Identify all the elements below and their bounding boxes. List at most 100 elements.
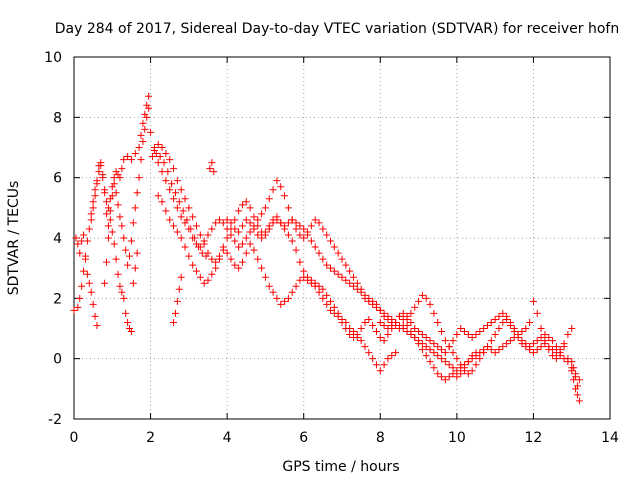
data-point xyxy=(238,240,246,248)
data-point xyxy=(327,297,335,305)
data-point xyxy=(114,270,122,278)
data-point xyxy=(426,300,434,308)
data-point xyxy=(533,337,541,345)
data-point xyxy=(491,315,499,323)
data-point xyxy=(441,349,449,357)
data-point xyxy=(426,346,434,354)
data-point xyxy=(265,282,273,290)
data-point xyxy=(108,228,116,236)
data-point xyxy=(560,343,568,351)
x-tick-label: 2 xyxy=(146,430,155,446)
data-point xyxy=(296,276,304,284)
data-point xyxy=(537,325,545,332)
data-point xyxy=(556,352,564,360)
data-point xyxy=(238,201,246,209)
data-point xyxy=(407,309,415,317)
data-point xyxy=(135,174,143,182)
data-point xyxy=(170,318,178,326)
data-point xyxy=(315,249,323,257)
data-point xyxy=(541,331,549,339)
data-point xyxy=(472,361,480,369)
data-point xyxy=(131,204,139,212)
data-point xyxy=(438,328,446,336)
data-point xyxy=(277,219,285,227)
data-point xyxy=(415,328,423,336)
data-point xyxy=(449,370,457,378)
data-point xyxy=(468,334,476,342)
data-point xyxy=(231,225,239,233)
data-point xyxy=(258,234,266,242)
data-point xyxy=(284,219,292,227)
data-point xyxy=(171,309,179,317)
x-axis-label: GPS time / hours xyxy=(282,459,399,475)
data-point xyxy=(468,355,476,363)
data-point xyxy=(212,258,220,266)
data-point xyxy=(250,246,258,254)
data-point xyxy=(468,367,476,375)
data-point xyxy=(300,267,308,275)
data-point xyxy=(361,343,369,351)
data-point xyxy=(418,291,426,299)
data-point xyxy=(457,364,465,372)
data-point xyxy=(441,376,449,384)
x-axis-tick-labels: 0 2 4 6 8 10 12 14 xyxy=(70,430,619,446)
data-point xyxy=(349,273,357,281)
data-point xyxy=(552,349,560,357)
data-point xyxy=(281,297,289,305)
data-point xyxy=(457,370,465,378)
data-point xyxy=(395,321,403,329)
data-point xyxy=(503,315,511,323)
data-point xyxy=(164,168,172,176)
data-point xyxy=(560,355,568,363)
data-point xyxy=(154,140,162,148)
data-point xyxy=(162,177,170,185)
y-tick-label: 8 xyxy=(53,110,62,126)
data-point xyxy=(407,331,415,339)
data-point xyxy=(384,331,392,339)
x-tick-label: 0 xyxy=(70,430,79,446)
data-point xyxy=(131,264,139,272)
data-point xyxy=(499,318,507,326)
data-point xyxy=(135,144,143,151)
data-point xyxy=(112,255,120,263)
data-point xyxy=(131,150,139,158)
data-point xyxy=(495,325,503,332)
data-point xyxy=(78,282,86,290)
data-point xyxy=(572,370,580,378)
data-point xyxy=(311,243,319,251)
data-point xyxy=(261,273,269,281)
data-point xyxy=(250,225,258,233)
data-point xyxy=(472,352,480,360)
data-point xyxy=(91,186,99,194)
data-point xyxy=(118,222,126,230)
data-point xyxy=(179,207,187,215)
data-point xyxy=(380,337,388,345)
data-point xyxy=(330,303,338,311)
y-axis-label: SDTVAR / TECUs xyxy=(6,181,22,296)
data-point xyxy=(330,243,338,251)
data-point xyxy=(499,343,507,351)
data-point xyxy=(177,234,185,242)
data-point xyxy=(89,198,97,206)
data-point xyxy=(87,288,95,296)
data-point xyxy=(116,213,124,221)
data-point xyxy=(227,255,235,263)
data-point xyxy=(258,210,266,218)
data-point xyxy=(311,216,319,224)
data-point xyxy=(438,355,446,363)
data-point xyxy=(380,321,388,329)
data-point xyxy=(191,234,199,242)
data-point xyxy=(506,337,514,345)
data-point xyxy=(80,267,88,275)
data-point xyxy=(361,294,369,302)
data-point xyxy=(342,261,350,269)
data-point xyxy=(315,288,323,296)
data-point xyxy=(487,346,495,354)
data-point xyxy=(152,150,160,158)
data-point xyxy=(106,207,114,215)
data-point xyxy=(95,168,103,176)
data-point xyxy=(549,337,557,345)
data-point xyxy=(338,318,346,326)
data-point xyxy=(124,153,132,161)
